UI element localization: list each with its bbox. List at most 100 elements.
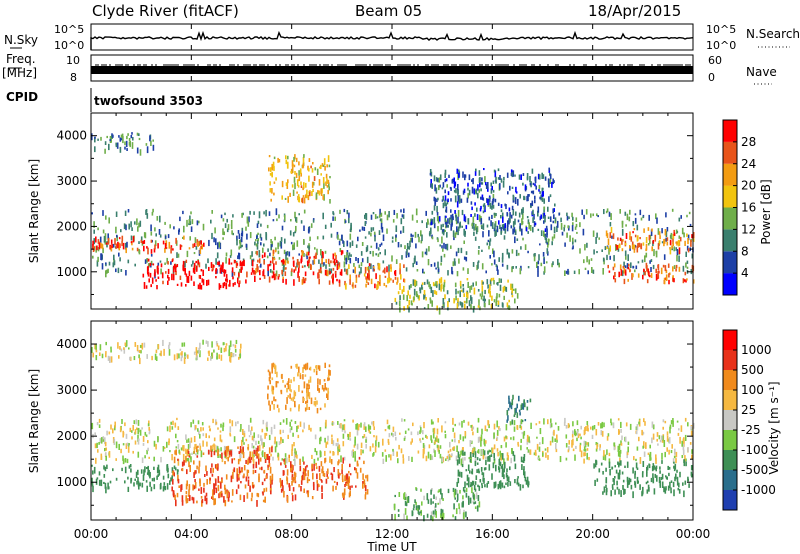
power-cell: [463, 256, 466, 260]
velocity-cell: [468, 480, 470, 488]
velocity-cell: [103, 481, 105, 484]
power-cell: [450, 224, 452, 231]
velocity-cell: [571, 439, 573, 445]
velocity-cell: [642, 432, 645, 435]
power-cell: [576, 231, 578, 234]
velocity-cell: [196, 465, 198, 470]
power-cell: [278, 159, 281, 163]
power-cell: [273, 263, 275, 271]
power-cell: [438, 185, 440, 191]
velocity-cell: [382, 438, 384, 446]
velocity-cell: [270, 488, 272, 491]
velocity-cell: [496, 430, 499, 436]
power-cell: [671, 245, 673, 249]
power-cell: [206, 280, 208, 286]
velocity-cell: [281, 373, 283, 380]
power-cell: [424, 293, 426, 299]
power-cell: [297, 271, 299, 278]
power-cell: [125, 224, 127, 231]
power-cell: [472, 282, 474, 287]
velocity-cell: [491, 447, 494, 454]
power-cbar-swatch: [723, 229, 737, 252]
power-cell: [368, 263, 371, 267]
power-cell: [541, 197, 544, 202]
velocity-cell: [687, 422, 689, 427]
velocity-cell: [146, 472, 149, 475]
power-cell: [471, 186, 474, 194]
power-cell: [527, 266, 530, 269]
velocity-cell: [198, 488, 200, 491]
velocity-cell: [139, 357, 141, 365]
velocity-cell: [671, 444, 673, 449]
power-cell: [541, 187, 544, 193]
velocity-cell: [256, 454, 258, 459]
power-cell: [632, 273, 634, 278]
velocity-cell: [432, 501, 434, 504]
velocity-cell: [600, 430, 603, 436]
velocity-cell: [279, 478, 282, 483]
power-cell: [302, 187, 304, 191]
power-cell: [532, 209, 534, 215]
power-cell: [280, 237, 283, 242]
velocity-cell: [112, 468, 114, 472]
velocity-cell: [506, 410, 509, 416]
power-cell: [273, 192, 275, 196]
velocity-cell: [169, 480, 171, 485]
velocity-cell: [228, 345, 231, 351]
velocity-cell: [444, 421, 447, 424]
velocity-cell: [503, 436, 506, 442]
power-cell: [510, 214, 513, 219]
power-cell: [669, 272, 671, 275]
power-cell: [324, 250, 327, 254]
power-cell: [250, 272, 253, 275]
power-cell: [308, 246, 310, 253]
power-cell: [412, 262, 414, 268]
velocity-cell: [613, 442, 616, 447]
power-cell: [425, 297, 427, 301]
power-cell: [609, 245, 611, 252]
velocity-cell: [234, 354, 237, 357]
velocity-cell: [522, 484, 524, 489]
power-cell: [457, 210, 460, 217]
power-cell: [438, 283, 441, 291]
velocity-cell: [248, 456, 251, 460]
velocity-cell: [493, 452, 495, 459]
power-cell: [493, 299, 496, 303]
velocity-cell: [234, 344, 237, 349]
velocity-cell: [228, 453, 231, 458]
velocity-cell: [171, 454, 173, 461]
velocity-cell: [258, 473, 260, 481]
velocity-cell: [458, 506, 460, 510]
velocity-cell: [219, 430, 222, 433]
power-cell: [260, 242, 262, 246]
power-cell: [285, 255, 287, 261]
velocity-scatter: [91, 339, 695, 522]
nsky-tick-top: 10^5: [54, 23, 84, 36]
power-cell: [503, 295, 505, 300]
power-cell: [115, 144, 118, 148]
velocity-cell: [304, 374, 307, 377]
velocity-cell: [574, 454, 576, 461]
velocity-cell: [429, 454, 432, 461]
nsearch-label: N.Search: [746, 27, 800, 41]
velocity-cell: [632, 491, 634, 499]
power-cell: [497, 202, 500, 206]
power-cell: [607, 264, 609, 269]
velocity-cell: [523, 399, 525, 406]
velocity-cell: [417, 431, 419, 436]
power-cell: [500, 215, 502, 219]
power-cell: [100, 243, 103, 249]
power-cell: [493, 280, 495, 285]
velocity-cell: [301, 475, 303, 481]
power-cell: [488, 197, 491, 203]
velocity-cell: [536, 443, 539, 450]
velocity-cell: [655, 475, 657, 478]
power-cell: [568, 216, 570, 219]
power-cell: [574, 226, 577, 230]
velocity-cell: [477, 450, 479, 453]
velocity-cell: [176, 492, 179, 498]
power-cell: [678, 255, 680, 262]
power-cell: [372, 212, 375, 215]
power-cell: [384, 249, 386, 256]
velocity-cell: [506, 419, 508, 423]
